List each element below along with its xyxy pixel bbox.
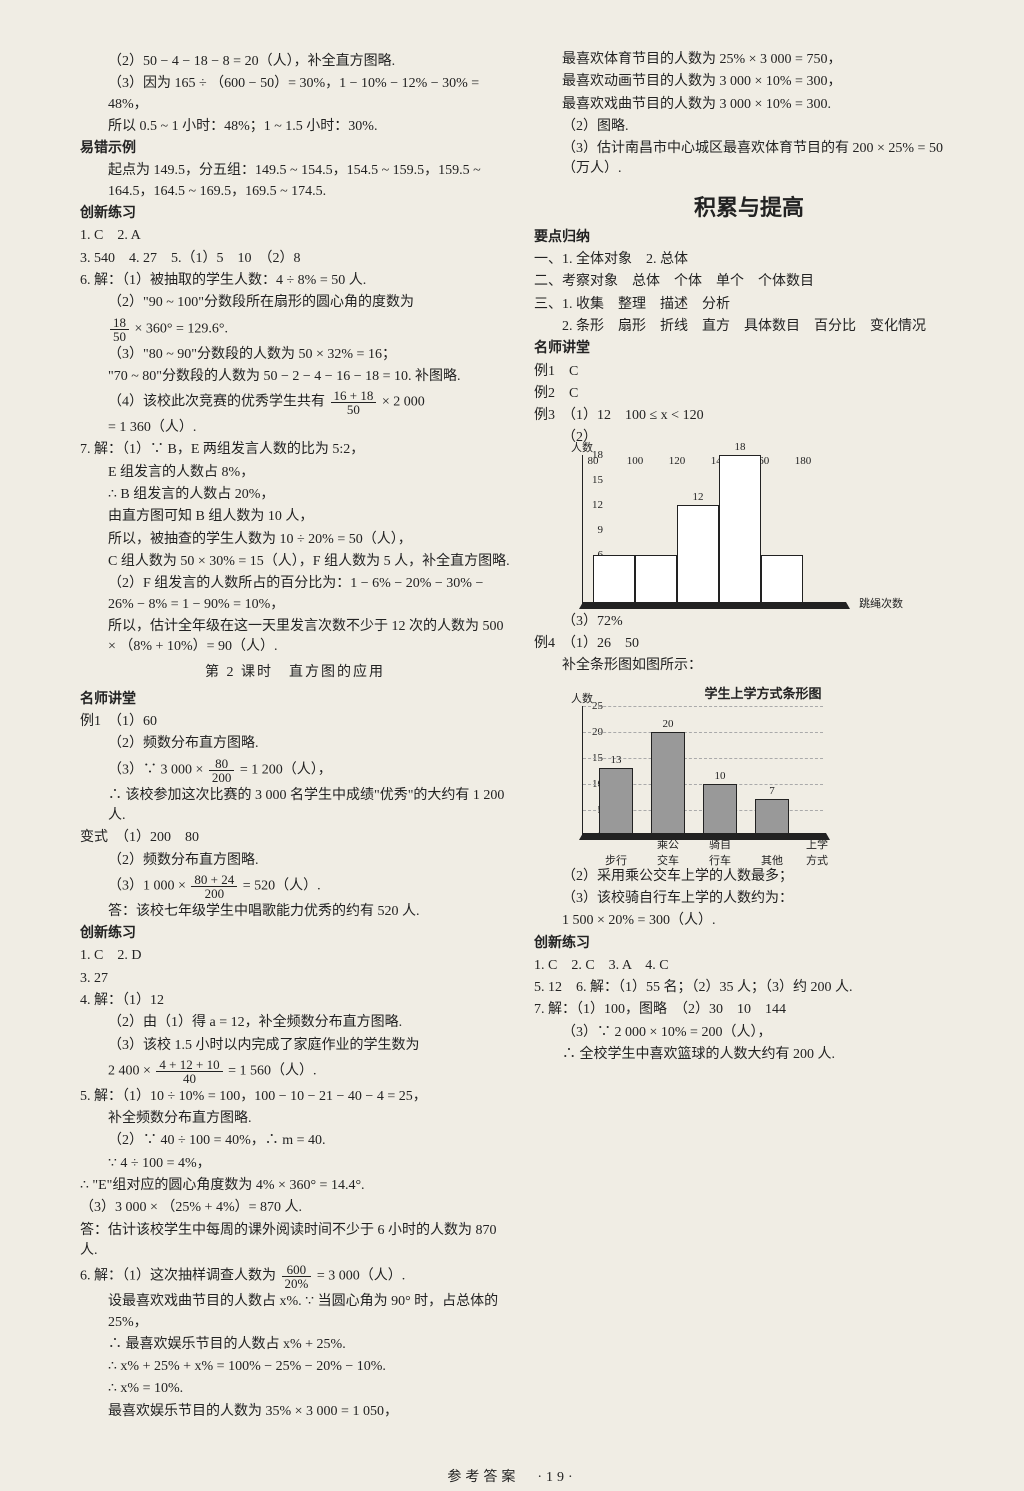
text: 1. C 2. C 3. A 4. C bbox=[534, 956, 964, 976]
text: （3）3 000 × （25% + 4%）= 870 人. bbox=[80, 1198, 510, 1218]
text: （3）该校骑自行车上学的人数约为： bbox=[534, 889, 964, 909]
text: 变式 （1）200 80 bbox=[80, 828, 510, 848]
text: （2）由（1）得 a = 12，补全频数分布直方图略. bbox=[80, 1013, 510, 1033]
text: 所以 0.5 ~ 1 小时：48%；1 ~ 1.5 小时：30%. bbox=[80, 117, 510, 137]
text: （3）因为 165 ÷ （600 − 50）= 30%，1 − 10% − 12… bbox=[80, 74, 510, 115]
text: 1. C 2. D bbox=[80, 946, 510, 966]
text: （2）频数分布直方图略. bbox=[80, 851, 510, 871]
heading: 名师讲堂 bbox=[80, 690, 510, 710]
text: （2） bbox=[534, 428, 964, 448]
text: 最喜欢动画节目的人数为 3 000 × 10% = 300， bbox=[534, 72, 964, 92]
text: 最喜欢体育节目的人数为 25% × 3 000 = 750， bbox=[534, 50, 964, 70]
text: 1. C 2. A bbox=[80, 226, 510, 246]
text: 起点为 149.5，分五组：149.5 ~ 154.5，154.5 ~ 159.… bbox=[80, 161, 510, 202]
text: 补全条形图如图所示： bbox=[534, 656, 964, 676]
text: 3. 540 4. 27 5.（1）5 10 （2）8 bbox=[80, 249, 510, 269]
histogram-chart: 0369121518人数80100120140160180跳绳次数1218 bbox=[562, 455, 964, 606]
text: ∴ B 组发言的人数占 20%， bbox=[80, 485, 510, 505]
text: （2）∵ 40 ÷ 100 = 40%，∴ m = 40. bbox=[80, 1131, 510, 1151]
frac-line: 2 400 × 4 + 12 + 1040 = 1 560（人）. bbox=[80, 1058, 510, 1085]
text: ∴ 全校学生中喜欢篮球的人数大约有 200 人. bbox=[534, 1045, 964, 1065]
text: （2）频数分布直方图略. bbox=[80, 734, 510, 754]
text: （2）50 − 4 − 18 − 8 = 20（人），补全直方图略. bbox=[80, 52, 510, 72]
text: （2）"90 ~ 100"分数段所在扇形的圆心角的度数为 bbox=[80, 293, 510, 313]
text: （3）"80 ~ 90"分数段的人数为 50 × 32% = 16； bbox=[80, 345, 510, 365]
heading: 创新练习 bbox=[534, 934, 964, 954]
text: 最喜欢戏曲节目的人数为 3 000 × 10% = 300. bbox=[534, 95, 964, 115]
heading: 创新练习 bbox=[80, 204, 510, 224]
page-content: （2）50 − 4 − 18 − 8 = 20（人），补全直方图略. （3）因为… bbox=[0, 0, 1024, 1460]
text: （2）F 组发言的人数所占的百分比为：1 − 6% − 20% − 30% − … bbox=[80, 574, 510, 615]
text: 2. 条形 扇形 折线 直方 具体数目 百分比 变化情况 bbox=[534, 317, 964, 337]
text: = 1 360（人）. bbox=[80, 418, 510, 438]
text: （2）图略. bbox=[534, 117, 964, 137]
frac-line: （3）1 000 × 80 + 24200 = 520（人）. bbox=[80, 873, 510, 900]
text: E 组发言的人数占 8%， bbox=[80, 463, 510, 483]
text: （3）该校 1.5 小时以内完成了家庭作业的学生数为 bbox=[80, 1036, 510, 1056]
page-footer: 参考答案 ·19· bbox=[0, 1466, 1024, 1486]
heading: 要点归纳 bbox=[534, 228, 964, 248]
text: 例1 C bbox=[534, 362, 964, 382]
text: 6. 解：（1）被抽取的学生人数：4 ÷ 8% = 50 人. bbox=[80, 271, 510, 291]
text: 所以，估计全年级在这一天里发言次数不少于 12 次的人数为 500 × （8% … bbox=[80, 617, 510, 658]
text: 例4 （1）26 50 bbox=[534, 634, 964, 654]
frac-line: 1850 × 360° = 129.6°. bbox=[80, 316, 510, 343]
frac-line: 6. 解：（1）这次抽样调查人数为 60020% = 3 000（人）. bbox=[80, 1263, 510, 1290]
text: 4. 解：（1）12 bbox=[80, 991, 510, 1011]
heading: 易错示例 bbox=[80, 139, 510, 159]
text: 一、1. 全体对象 2. 总体 bbox=[534, 250, 964, 270]
bar-chart: 学生上学方式条形图 0510152025人数13步行20乘公 交车10骑自 行车… bbox=[562, 683, 964, 861]
lesson-title: 第 2 课时 直方图的应用 bbox=[80, 663, 510, 683]
text: ∴ "E"组对应的圆心角度数为 4% × 360° = 14.4°. bbox=[80, 1176, 510, 1196]
text: C 组人数为 50 × 30% = 15（人），F 组人数为 5 人，补全直方图… bbox=[80, 552, 510, 572]
text: 三、1. 收集 整理 描述 分析 bbox=[534, 295, 964, 315]
text: （3）72% bbox=[534, 612, 964, 632]
text: ∴ x% = 10%. bbox=[80, 1379, 510, 1399]
text: ∴ 最喜欢娱乐节目的人数占 x% + 25%. bbox=[80, 1335, 510, 1355]
text: "70 ~ 80"分数段的人数为 50 − 2 − 4 − 16 − 18 = … bbox=[80, 367, 510, 387]
text: （3）估计南昌市中心城区最喜欢体育节目的有 200 × 25% = 50（万人）… bbox=[534, 139, 964, 180]
frac-line: （3）∵ 3 000 × 80200 = 1 200（人）， bbox=[80, 757, 510, 784]
text: 例3 （1）12 100 ≤ x < 120 bbox=[534, 406, 964, 426]
text: 例2 C bbox=[534, 384, 964, 404]
text: 二、考察对象 总体 个体 单个 个体数目 bbox=[534, 272, 964, 292]
text: （2）采用乘公交车上学的人数最多； bbox=[534, 867, 964, 887]
text: 5. 12 6. 解：（1）55 名；（2）35 人；（3）约 200 人. bbox=[534, 978, 964, 998]
heading: 名师讲堂 bbox=[534, 339, 964, 359]
text: 最喜欢娱乐节目的人数为 35% × 3 000 = 1 050， bbox=[80, 1402, 510, 1422]
text: 1 500 × 20% = 300（人）. bbox=[534, 911, 964, 931]
text: 7. 解：（1）100，图略 （2）30 10 144 bbox=[534, 1000, 964, 1020]
text: 答：估计该校学生中每周的课外阅读时间不少于 6 小时的人数为 870 人. bbox=[80, 1221, 510, 1262]
section-title: 积累与提高 bbox=[534, 190, 964, 222]
text: 3. 27 bbox=[80, 969, 510, 989]
frac-line: （4）该校此次竞赛的优秀学生共有 16 + 1850 × 2 000 bbox=[80, 389, 510, 416]
text: 5. 解：（1）10 ÷ 10% = 100，100 − 10 − 21 − 4… bbox=[80, 1087, 510, 1107]
text: 由直方图可知 B 组人数为 10 人， bbox=[80, 507, 510, 527]
text: 答：该校七年级学生中唱歌能力优秀的约有 520 人. bbox=[80, 902, 510, 922]
text: （3）∵ 2 000 × 10% = 200（人）， bbox=[534, 1023, 964, 1043]
text: ∴ x% + 25% + x% = 100% − 25% − 20% − 10%… bbox=[80, 1357, 510, 1377]
text: ∴ 该校参加这次比赛的 3 000 名学生中成绩"优秀"的大约有 1 200 人… bbox=[80, 786, 510, 827]
text: 补全频数分布直方图略. bbox=[80, 1109, 510, 1129]
heading: 创新练习 bbox=[80, 924, 510, 944]
text: 例1 （1）60 bbox=[80, 712, 510, 732]
text: 所以，被抽查的学生人数为 10 ÷ 20% = 50（人）， bbox=[80, 530, 510, 550]
text: 7. 解：（1）∵ B，E 两组发言人数的比为 5:2， bbox=[80, 440, 510, 460]
text: ∵ 4 ÷ 100 = 4%， bbox=[80, 1154, 510, 1174]
text: 设最喜欢戏曲节目的人数占 x%. ∵ 当圆心角为 90° 时，占总体的 25%， bbox=[80, 1292, 510, 1333]
